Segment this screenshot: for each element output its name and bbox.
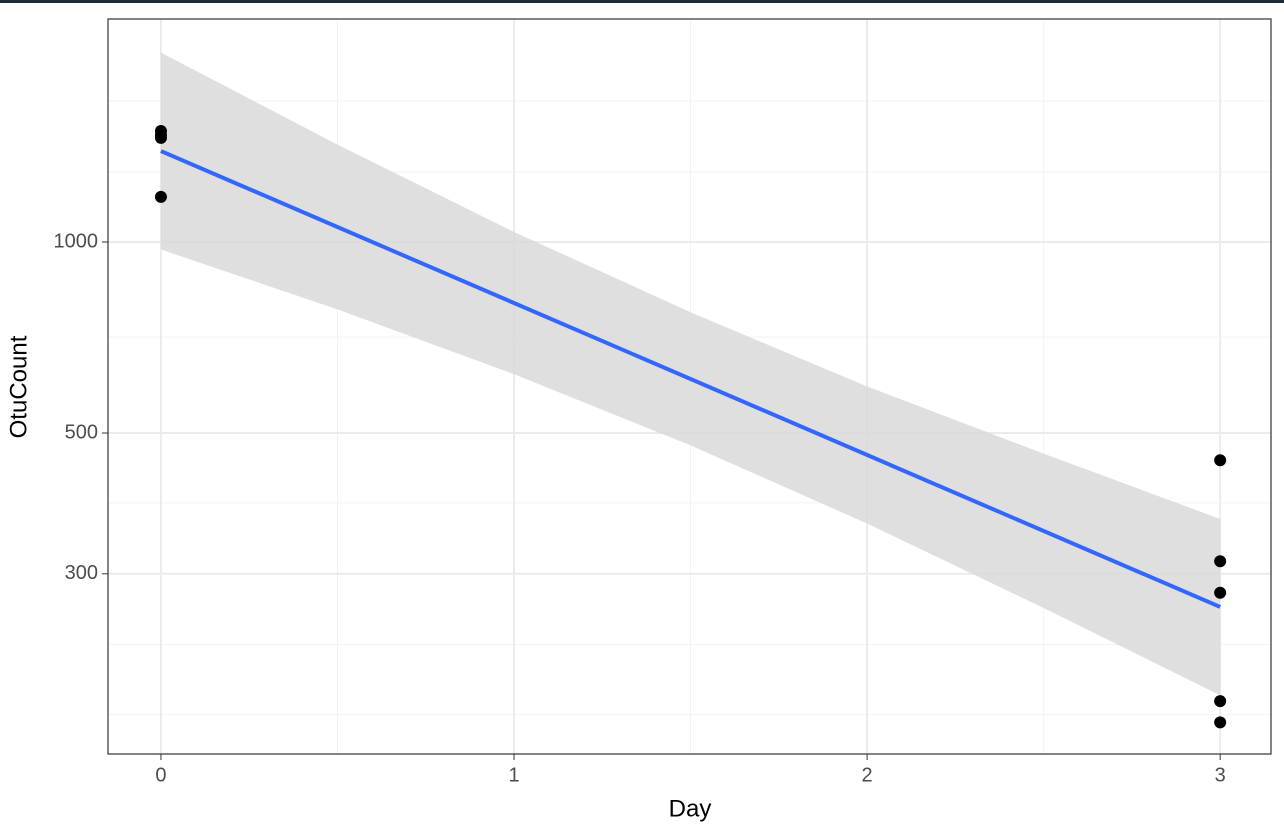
x-axis-title: Day	[669, 795, 712, 822]
point	[1214, 555, 1227, 568]
point	[1214, 586, 1227, 599]
y-tick-label: 500	[65, 421, 98, 443]
panel-border	[107, 18, 1272, 755]
x-tick-label: 1	[508, 764, 519, 786]
y-tick-label: 300	[65, 562, 98, 584]
point	[1214, 695, 1227, 708]
x-tick-label: 2	[862, 764, 873, 786]
window-edge	[0, 0, 1284, 3]
y-axis-title: OtuCount	[5, 335, 32, 438]
point	[1214, 716, 1227, 729]
y-tick-label: 1000	[54, 230, 99, 252]
confidence-band	[160, 52, 1221, 696]
fit-line	[160, 149, 1221, 609]
point	[154, 131, 167, 144]
x-tick-label: 3	[1215, 764, 1226, 786]
x-tick-label: 0	[155, 764, 166, 786]
point	[154, 190, 167, 203]
point	[1214, 454, 1227, 467]
